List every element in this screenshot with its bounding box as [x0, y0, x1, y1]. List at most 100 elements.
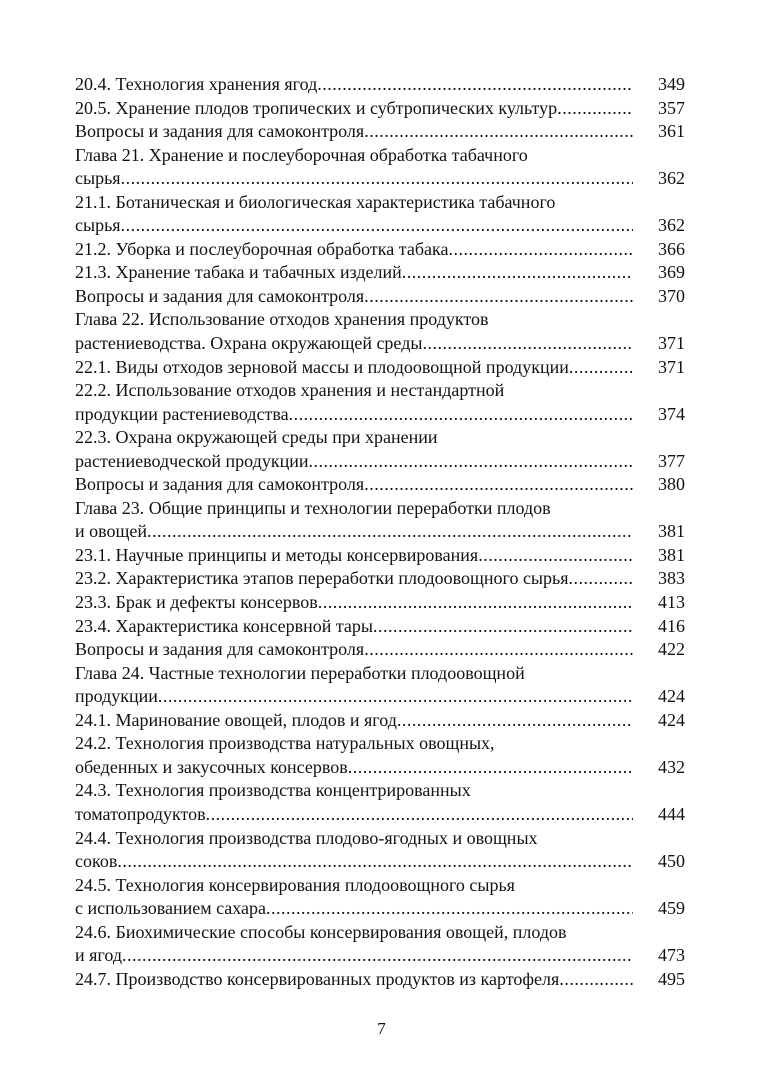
toc-line: 22.2. Использование отходов хранения и н… [75, 379, 635, 403]
toc-line: Глава 22. Использование отходов хранения… [75, 308, 635, 332]
toc-entry: 24.2. Технология производства натуральны… [75, 732, 685, 779]
toc-entry-title: с использованием сахара [75, 898, 267, 919]
toc-line: 20.4. Технология хранения ягод..........… [75, 73, 685, 97]
toc-line: 22.3. Охрана окружающей среды при хранен… [75, 426, 635, 450]
toc-entry-title: Глава 22. Использование отходов хранения… [75, 309, 489, 330]
toc-page-number: 361 [658, 121, 685, 142]
toc-page-number: 377 [658, 450, 685, 471]
toc-page-number: 381 [658, 544, 685, 565]
toc-entry: 23.1. Научные принципы и методы консерви… [75, 544, 685, 568]
table-of-contents: 20.4. Технология хранения ягод..........… [75, 73, 685, 991]
toc-entry-title: 24.7. Производство консервированных прод… [75, 968, 560, 989]
toc-line: 22.1. Виды отходов зерновой массы и плод… [75, 356, 685, 380]
toc-line: и овощей................................… [75, 520, 685, 544]
toc-page-number: 366 [658, 238, 685, 259]
toc-entry: Вопросы и задания для самоконтроля......… [75, 473, 685, 497]
toc-entry-title: 23.2. Характеристика этапов переработки … [75, 568, 569, 589]
toc-entry: 21.1. Ботаническая и биологическая харак… [75, 191, 685, 238]
toc-line: Вопросы и задания для самоконтроля......… [75, 473, 685, 497]
dot-leader: ........................................… [117, 851, 633, 872]
toc-entry: 21.3. Хранение табака и табачных изделий… [75, 261, 685, 285]
toc-entry: Вопросы и задания для самоконтроля......… [75, 285, 685, 309]
dot-leader: ........................................… [308, 450, 633, 471]
toc-entry-title: 20.4. Технология хранения ягод [75, 74, 318, 94]
toc-line: 24.6. Биохимические способы консервирова… [75, 921, 635, 945]
toc-line: 23.1. Научные принципы и методы консерви… [75, 544, 685, 568]
toc-entry-title: растениеводческой продукции [75, 450, 309, 471]
toc-page-number: 450 [658, 851, 685, 872]
toc-line: 24.7. Производство консервированных прод… [75, 968, 685, 992]
toc-line: 21.1. Ботаническая и биологическая харак… [75, 191, 635, 215]
toc-entry: 22.1. Виды отходов зерновой массы и плод… [75, 356, 685, 380]
toc-page-number: 381 [658, 521, 685, 542]
toc-entry-title: соков [75, 851, 118, 872]
toc-page-number: 413 [658, 592, 685, 613]
toc-entry: 22.3. Охрана окружающей среды при хранен… [75, 426, 685, 473]
dot-leader: ........................................… [205, 803, 633, 824]
dot-leader: ........................................… [120, 215, 633, 236]
toc-entry-title: томатопродуктов [75, 803, 206, 824]
toc-line: сырья...................................… [75, 167, 685, 191]
toc-entry: Глава 24. Частные технологии переработки… [75, 662, 685, 709]
toc-line: продукции растениеводства...............… [75, 403, 685, 427]
dot-leader: ........................................… [557, 97, 633, 118]
toc-page-number: 459 [658, 898, 685, 919]
toc-entry: 21.2. Уборка и послеуборочная обработка … [75, 238, 685, 262]
toc-line: Глава 21. Хранение и послеуборочная обра… [75, 144, 635, 168]
dot-leader: ........................................… [401, 262, 633, 283]
toc-entry: 24.4. Технология производства плодово-яг… [75, 827, 685, 874]
toc-page-number: 374 [658, 403, 685, 424]
toc-page-number: 370 [658, 285, 685, 306]
toc-line: продукции...............................… [75, 685, 685, 709]
toc-entry: Вопросы и задания для самоконтроля......… [75, 120, 685, 144]
toc-entry-title: 24.5. Технология консервирования плодоов… [75, 874, 515, 895]
toc-entry-title: Вопросы и задания для самоконтроля [75, 639, 365, 660]
toc-entry-title: 21.3. Хранение табака и табачных изделий [75, 262, 402, 283]
dot-leader: ........................................… [364, 639, 633, 660]
toc-entry: Глава 23. Общие принципы и технологии пе… [75, 497, 685, 544]
toc-page-number: 424 [658, 709, 685, 730]
toc-entry-title: Вопросы и задания для самоконтроля [75, 121, 365, 142]
dot-leader: ........................................… [478, 544, 633, 565]
toc-entry-title: 24.3. Технология производства концентрир… [75, 780, 471, 801]
toc-entry-title: обеденных и закусочных консервов [75, 756, 348, 777]
toc-line: 24.2. Технология производства натуральны… [75, 732, 635, 756]
dot-leader: ........................................… [448, 238, 633, 259]
toc-line: растениеводческой продукции.............… [75, 450, 685, 474]
toc-page-number: 432 [658, 756, 685, 777]
toc-page-number: 362 [658, 168, 685, 189]
toc-entry-title: продукции [75, 686, 158, 707]
dot-leader: ........................................… [288, 403, 633, 424]
toc-entry: 23.4. Характеристика консервной тары....… [75, 615, 685, 639]
toc-entry: 23.3. Брак и дефекты консервов..........… [75, 591, 685, 615]
toc-line: Глава 24. Частные технологии переработки… [75, 662, 635, 686]
dot-leader: ........................................… [122, 945, 633, 966]
toc-entry-title: Глава 23. Общие принципы и технологии пе… [75, 497, 551, 518]
toc-line: с использованием сахара.................… [75, 897, 685, 921]
toc-entry: 20.5. Хранение плодов тропических и субт… [75, 97, 685, 121]
toc-entry-title: и овощей [75, 521, 147, 542]
toc-entry-title: Вопросы и задания для самоконтроля [75, 474, 365, 495]
toc-line: 23.3. Брак и дефекты консервов..........… [75, 591, 685, 615]
toc-entry-title: Вопросы и задания для самоконтроля [75, 285, 365, 306]
toc-entry-title: 24.1. Маринование овощей, плодов и ягод [75, 709, 397, 730]
toc-page-number: 416 [658, 615, 685, 636]
dot-leader: ........................................… [317, 74, 633, 94]
toc-page-number: 495 [658, 968, 685, 989]
toc-entry-title: 22.3. Охрана окружающей среды при хранен… [75, 427, 438, 448]
toc-page-number: 383 [658, 568, 685, 589]
dot-leader: ........................................… [120, 168, 633, 189]
dot-leader: ........................................… [147, 521, 633, 542]
toc-entry-title: 22.1. Виды отходов зерновой массы и плод… [75, 356, 569, 377]
toc-page-number: 380 [658, 474, 685, 495]
dot-leader: ........................................… [373, 615, 633, 636]
toc-page-number: 473 [658, 945, 685, 966]
toc-entry-title: Глава 21. Хранение и послеуборочная обра… [75, 144, 528, 165]
toc-entry: Глава 21. Хранение и послеуборочная обра… [75, 144, 685, 191]
toc-entry-title: и ягод [75, 945, 122, 966]
toc-page-number: 444 [658, 803, 685, 824]
toc-line: сырья...................................… [75, 214, 685, 238]
toc-line: обеденных и закусочных консервов........… [75, 756, 685, 780]
toc-entry-title: сырья [75, 168, 121, 189]
toc-entry-title: 24.4. Технология производства плодово-яг… [75, 827, 538, 848]
